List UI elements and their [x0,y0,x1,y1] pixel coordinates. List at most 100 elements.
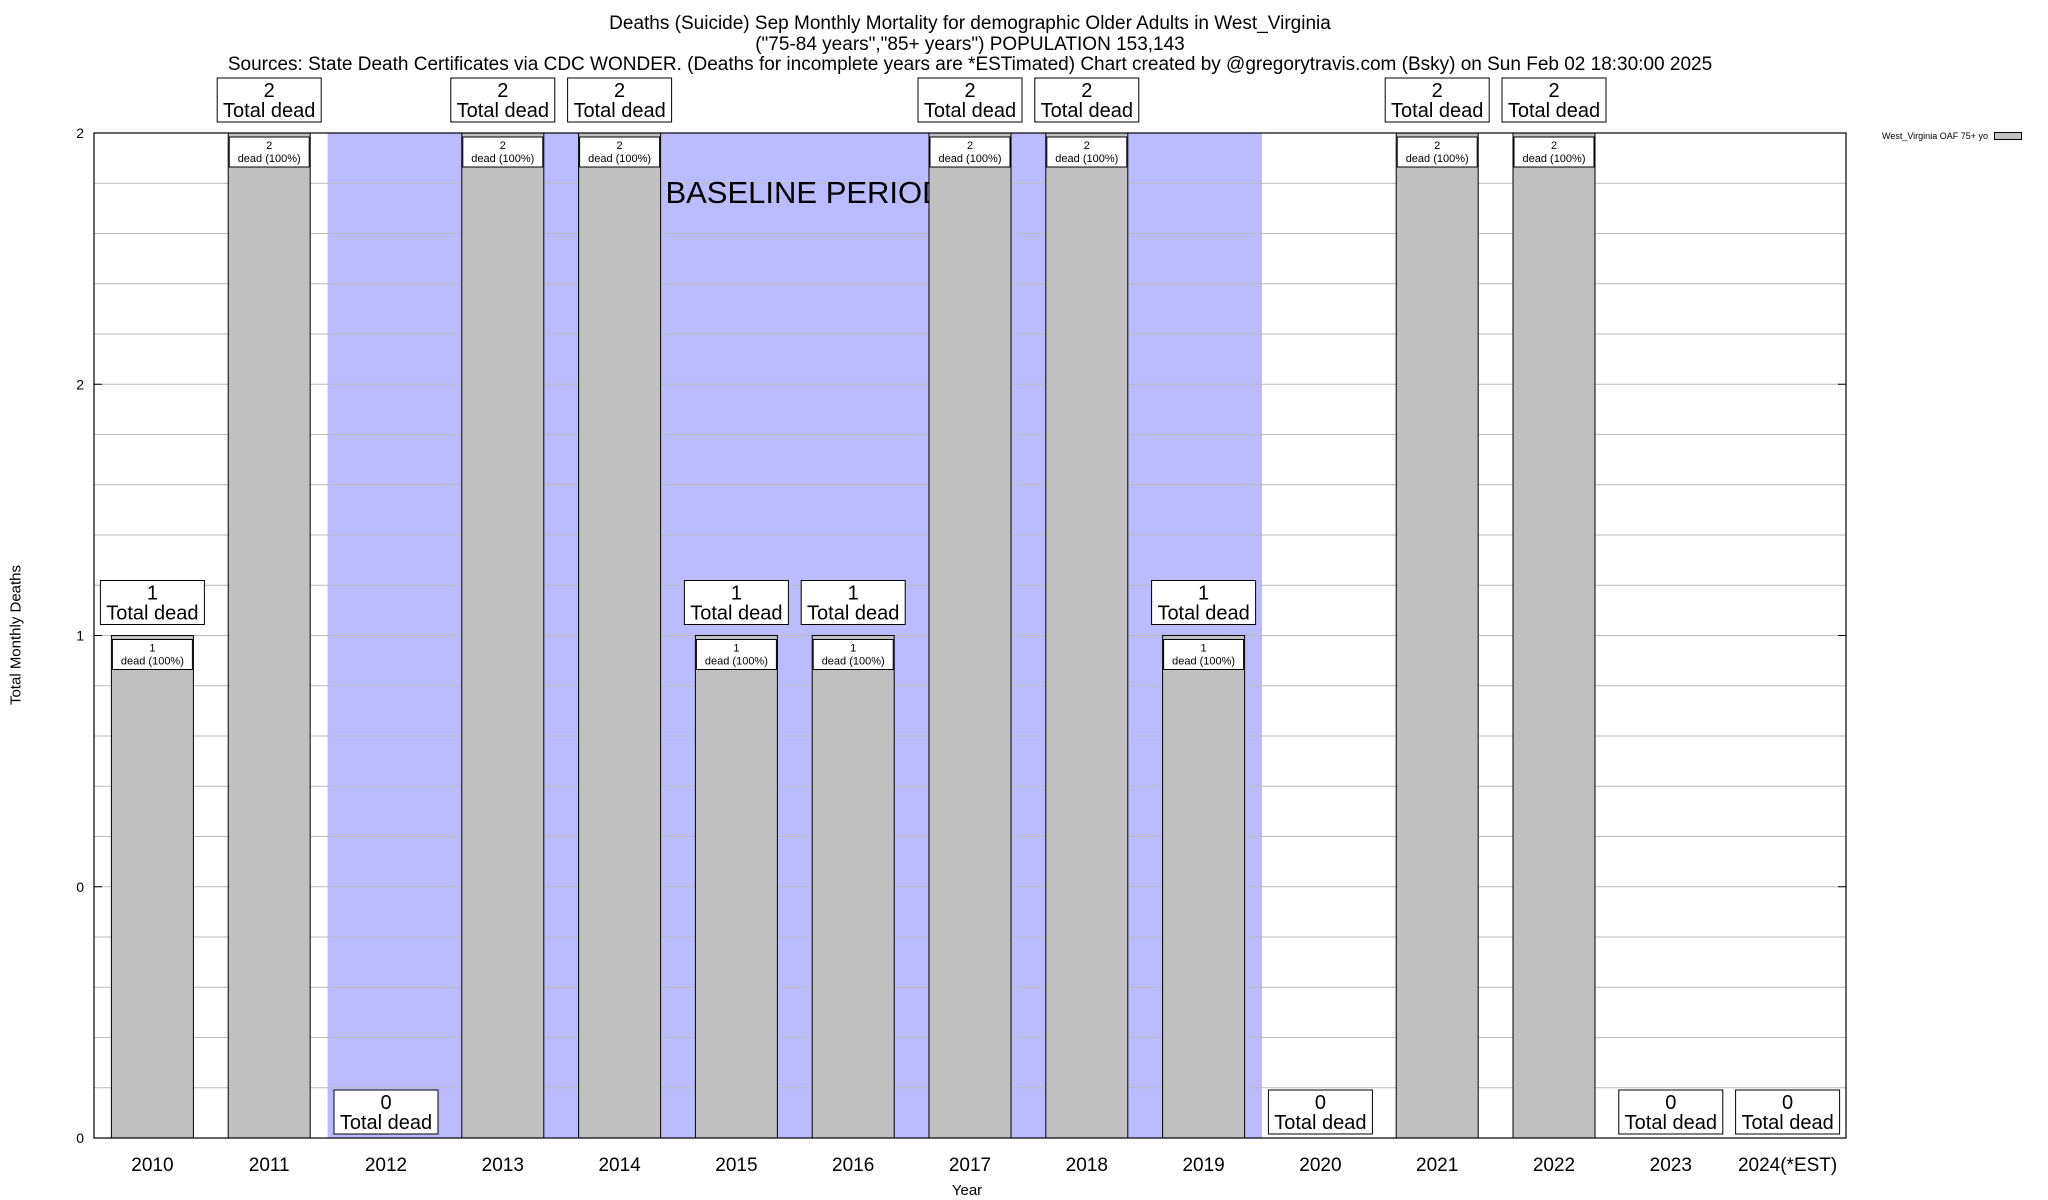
bar [110,635,194,1139]
bar-value-label: 2 [1551,140,1557,152]
total-label-box [567,77,673,123]
bar-value-label: 2 [1084,140,1090,152]
x-tick-label: 2014 [598,1155,641,1176]
x-tick-label: 2015 [715,1155,757,1176]
total-label: Total dead [340,1112,432,1134]
total-label-box [1034,77,1140,123]
bar-label-box [695,639,777,670]
x-tick-label: 2011 [249,1155,290,1176]
x-tick-label: 2019 [1182,1155,1224,1176]
bar-label-box [929,136,1011,168]
total-label-box [1267,1089,1373,1135]
legend: West_Virginia OAF 75+ yo [1882,131,2022,141]
total-value-label: 0 [1665,1092,1676,1114]
bar-percent-label: dead (100%) [1523,153,1586,165]
total-value-label: 0 [1315,1092,1326,1114]
total-value-label: 2 [264,80,275,102]
x-tick-label: 2020 [1299,1155,1341,1176]
total-label: Total dead [1741,1112,1833,1134]
baseline-period-label: BASELINE PERIOD [665,175,944,210]
bar-percent-label: dead (100%) [588,153,651,165]
total-value-label: 0 [1782,1092,1793,1114]
x-tick-label: 2021 [1416,1155,1458,1176]
total-label-box [800,580,906,625]
legend-swatch [1993,132,2022,140]
total-value-label: 1 [147,583,158,605]
total-label: Total dead [690,603,782,625]
total-label: Total dead [573,100,665,122]
total-label-box [683,580,789,625]
x-tick-label: 2016 [832,1155,874,1176]
bar-value-label: 1 [733,643,739,655]
total-label-box [1151,580,1257,625]
legend-label: West_Virginia OAF 75+ yo [1882,131,1988,141]
bar-percent-label: dead (100%) [121,656,184,668]
bar-value-label: 1 [1201,643,1207,655]
x-tick-label: 2017 [949,1155,991,1176]
bar-value-label: 2 [266,140,272,152]
bar [461,132,545,1139]
bar-percent-label: dead (100%) [705,656,768,668]
y-tick-label: 1 [76,628,84,644]
bar [694,635,778,1139]
total-label-box [1735,1089,1841,1135]
y-tick-label: 2 [76,125,84,141]
total-value-label: 0 [380,1092,391,1114]
total-label: Total dead [1625,1112,1717,1134]
bar [1162,635,1246,1139]
bar [1512,132,1596,1139]
total-label-box [1501,77,1607,123]
total-label: Total dead [457,100,549,122]
total-label: Total dead [807,603,899,625]
total-value-label: 2 [614,80,625,102]
total-value-label: 2 [497,80,508,102]
chart-title-line-1: Deaths (Suicide) Sep Monthly Mortality f… [609,13,1331,34]
bar-label-box [228,136,310,168]
total-label: Total dead [106,603,198,625]
bar [227,132,311,1139]
total-label: Total dead [924,100,1016,122]
bar-label-box [462,136,544,168]
bar-label-box [1396,136,1478,168]
x-tick-label: 2024(*EST) [1738,1155,1837,1176]
bar-percent-label: dead (100%) [822,656,885,668]
bar-value-label: 2 [1434,140,1440,152]
bar [811,635,895,1139]
bar-percent-label: dead (100%) [238,153,301,165]
x-tick-label: 2013 [482,1155,524,1176]
total-label: Total dead [1041,100,1133,122]
total-value-label: 2 [1081,80,1092,102]
x-tick-label: 2012 [365,1155,407,1176]
bar-value-label: 2 [967,140,973,152]
total-label: Total dead [1274,1112,1366,1134]
total-value-label: 2 [1432,80,1443,102]
bar-value-label: 2 [500,140,506,152]
x-tick-label: 2022 [1533,1155,1575,1176]
bar-percent-label: dead (100%) [471,153,534,165]
x-tick-label: 2010 [131,1155,173,1176]
total-label-box [1618,1089,1724,1135]
bar-label-box [579,136,661,168]
plot-frame [93,132,1847,1139]
bar-value-label: 1 [149,643,155,655]
total-label-box [333,1089,439,1135]
bar-label-box [1513,136,1595,168]
total-value-label: 1 [731,583,742,605]
bar-percent-label: dead (100%) [1406,153,1469,165]
total-value-label: 2 [1548,80,1559,102]
total-value-label: 1 [1198,583,1209,605]
total-label-box [216,77,322,123]
x-axis-label: Year [951,1182,983,1199]
bar [1395,132,1479,1139]
total-value-label: 2 [964,80,975,102]
total-label: Total dead [1391,100,1483,122]
total-label: Total dead [1157,603,1249,625]
bar [578,132,662,1139]
bar-value-label: 1 [850,643,856,655]
bar-label-box [111,639,193,670]
y-tick-label: 0 [76,1130,84,1146]
total-label-box [99,580,205,625]
bar-label-box [1046,136,1128,168]
bar-percent-label: dead (100%) [1055,153,1118,165]
